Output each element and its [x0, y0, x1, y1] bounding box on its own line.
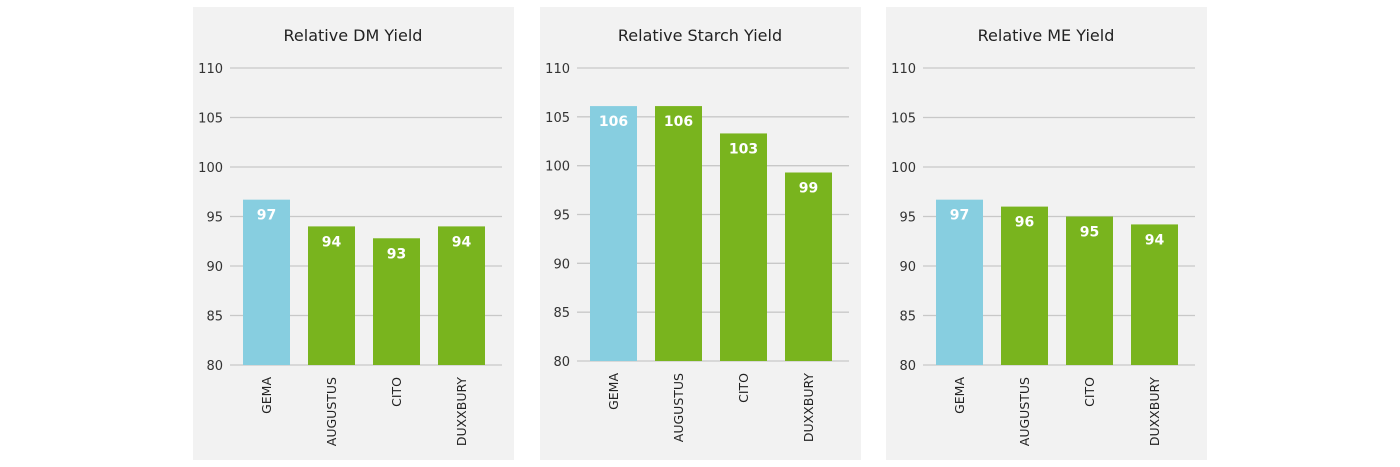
- bar-augustus: [308, 226, 355, 365]
- y-tick-label: 105: [891, 112, 916, 127]
- y-tick-label: 85: [899, 310, 916, 325]
- data-label: 94: [322, 234, 342, 250]
- chart-panel-me-yield: Relative ME Yield 80 85 90 95 100 105 110 97 GEMA…: [886, 7, 1207, 460]
- chart-title: Relative Starch Yield: [618, 26, 782, 45]
- y-tick-label: 100: [891, 161, 916, 176]
- chart-title: Relative DM Yield: [284, 26, 423, 45]
- data-label: 99: [799, 181, 818, 197]
- data-label: 97: [950, 208, 969, 224]
- bar-augustus: [655, 106, 702, 361]
- y-tick-label: 90: [899, 260, 916, 275]
- data-label: 96: [1015, 215, 1034, 231]
- bar-augustus: [1001, 206, 1048, 365]
- x-tick-label: AUGUSTUS: [1017, 377, 1032, 446]
- x-tick-label: AUGUSTUS: [671, 373, 686, 442]
- x-tick-label: CITO: [1082, 377, 1097, 407]
- x-tick-label: GEMA: [606, 373, 621, 410]
- bar-gema: [243, 199, 290, 365]
- bar-duxxbury: [438, 226, 485, 365]
- y-tick-label: 105: [545, 111, 570, 126]
- y-tick-label: 85: [553, 306, 570, 321]
- y-tick-label: 85: [206, 310, 223, 325]
- y-tick-label: 80: [553, 355, 570, 370]
- bar-cito: [1066, 216, 1113, 365]
- chart-panel-dm-yield: Relative DM Yield 80 85 90 95 100 105 110 97 GEMA…: [193, 7, 514, 460]
- x-tick-label: DUXXBURY: [801, 373, 816, 443]
- y-tick-label: 95: [553, 209, 570, 224]
- chart-panel-starch-yield: Relative Starch Yield 80 85 90 95 100 105 110 10…: [540, 7, 861, 460]
- y-tick-label: 100: [198, 161, 223, 176]
- data-label: 97: [257, 208, 276, 224]
- bar-duxxbury: [1131, 224, 1178, 365]
- x-tick-label: AUGUSTUS: [324, 377, 339, 446]
- y-tick-label: 90: [553, 257, 570, 272]
- y-tick-label: 95: [206, 211, 223, 226]
- x-tick-label: DUXXBURY: [454, 377, 469, 447]
- y-tick-label: 95: [899, 211, 916, 226]
- x-tick-label: CITO: [389, 377, 404, 407]
- bar-gema: [936, 199, 983, 365]
- bar-cito: [720, 133, 767, 361]
- data-label: 94: [1145, 232, 1165, 248]
- y-tick-label: 110: [545, 62, 570, 77]
- y-tick-label: 100: [545, 160, 570, 175]
- y-tick-label: 80: [899, 359, 916, 374]
- x-tick-label: GEMA: [952, 377, 967, 414]
- chart-svg: Relative ME Yield 80 85 90 95 100 105 110 97 GEMA…: [891, 26, 1195, 447]
- y-tick-label: 110: [198, 62, 223, 77]
- bar-cito: [373, 238, 420, 365]
- bar-gema: [590, 106, 637, 361]
- data-label: 103: [729, 141, 758, 157]
- data-label: 95: [1080, 225, 1099, 241]
- chart-title: Relative ME Yield: [978, 26, 1115, 45]
- y-tick-label: 80: [206, 359, 223, 374]
- data-label: 93: [387, 246, 406, 262]
- x-tick-label: GEMA: [259, 377, 274, 414]
- chart-svg: Relative DM Yield 80 85 90 95 100 105 110 97 GEMA…: [198, 26, 502, 447]
- data-label: 106: [664, 114, 693, 130]
- y-tick-label: 110: [891, 62, 916, 77]
- data-label: 94: [452, 234, 472, 250]
- y-tick-label: 90: [206, 260, 223, 275]
- x-tick-label: CITO: [736, 373, 751, 403]
- data-label: 106: [599, 114, 628, 130]
- bar-duxxbury: [785, 172, 832, 361]
- x-tick-label: DUXXBURY: [1147, 377, 1162, 447]
- y-tick-label: 105: [198, 112, 223, 127]
- chart-svg: Relative Starch Yield 80 85 90 95 100 105 110 10…: [545, 26, 849, 443]
